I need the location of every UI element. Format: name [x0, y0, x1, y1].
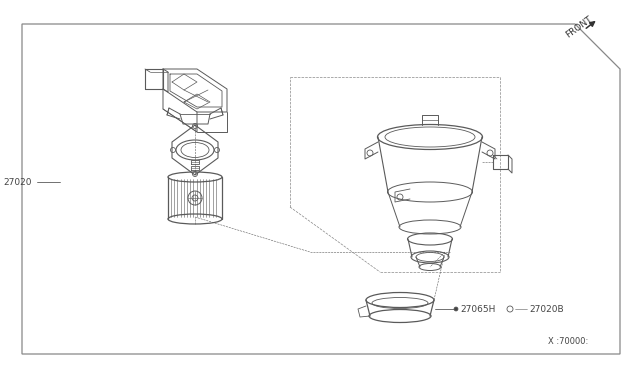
Text: X :70000:: X :70000:	[548, 337, 588, 346]
Text: 27020B: 27020B	[529, 305, 564, 314]
Circle shape	[454, 307, 458, 311]
Text: FRONT: FRONT	[564, 15, 594, 39]
Text: 27020: 27020	[3, 177, 31, 186]
Text: 27065H: 27065H	[460, 305, 495, 314]
